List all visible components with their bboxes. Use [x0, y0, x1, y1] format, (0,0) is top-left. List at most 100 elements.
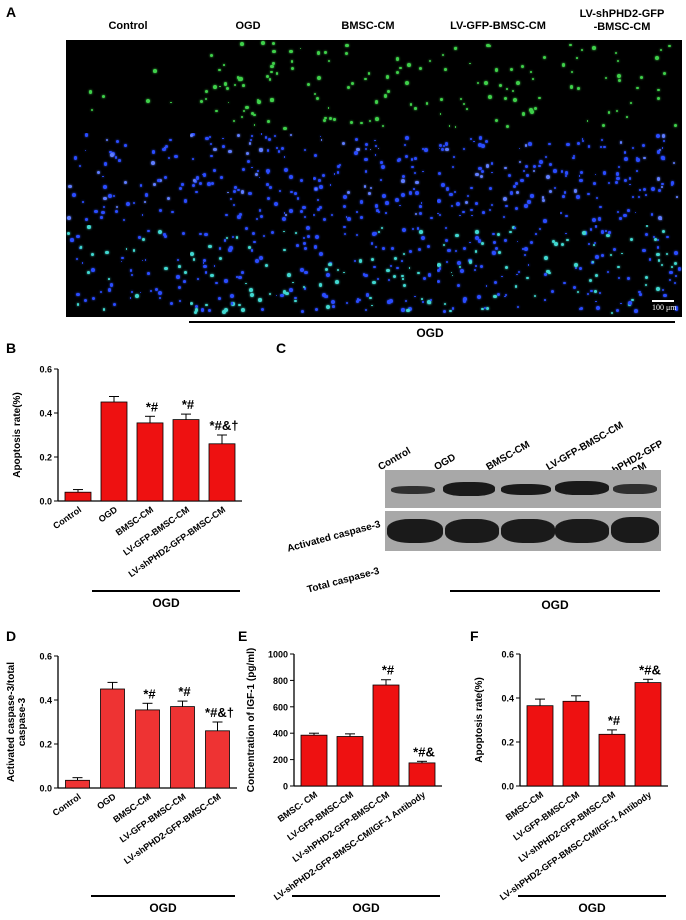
cell-nucleus	[411, 165, 414, 168]
cell-nucleus	[524, 204, 528, 208]
cell-nucleus	[227, 101, 230, 104]
cell-nucleus	[179, 300, 181, 302]
cell-nucleus	[266, 197, 270, 201]
cell-nucleus	[615, 172, 620, 176]
cell-nucleus	[76, 234, 80, 239]
cell-nucleus	[511, 226, 515, 230]
cell-nucleus	[560, 243, 564, 247]
cell-nucleus	[238, 303, 241, 307]
cell-nucleus	[444, 226, 447, 229]
cell-nucleus	[167, 157, 170, 160]
cell-nucleus	[304, 149, 307, 152]
cell-nucleus	[325, 304, 330, 309]
cell-nucleus	[182, 280, 186, 284]
cell-nucleus	[636, 157, 640, 162]
panel-letter-c: C	[276, 340, 287, 356]
cell-nucleus	[252, 231, 256, 235]
y-tick-label: 600	[273, 702, 288, 712]
cell-nucleus	[255, 259, 260, 264]
cell-nucleus	[538, 165, 541, 168]
cell-nucleus	[342, 141, 346, 146]
cell-nucleus	[578, 175, 581, 177]
cell-nucleus	[513, 184, 517, 189]
cell-nucleus	[195, 176, 200, 180]
cell-nucleus	[539, 159, 542, 162]
cell-nucleus	[209, 53, 214, 58]
cell-nucleus	[306, 225, 311, 230]
cell-nucleus	[656, 177, 661, 181]
cell-nucleus	[144, 201, 147, 203]
cell-nucleus	[389, 299, 394, 303]
cell-nucleus	[572, 285, 576, 289]
y-tick-label: 0.0	[39, 497, 52, 507]
y-tick-label: 0.2	[39, 740, 52, 750]
cell-nucleus	[289, 175, 293, 179]
cell-nucleus	[389, 264, 393, 268]
cell-nucleus	[657, 188, 662, 193]
cell-nucleus	[241, 270, 245, 274]
cell-nucleus	[639, 293, 643, 296]
cell-nucleus	[543, 56, 547, 60]
cell-nucleus	[402, 174, 406, 179]
bar	[65, 779, 90, 789]
cell-nucleus	[656, 96, 660, 101]
cell-nucleus	[371, 304, 373, 307]
micrograph-cell	[313, 40, 435, 131]
cell-nucleus	[531, 78, 534, 80]
cell-nucleus	[486, 164, 490, 168]
cell-nucleus	[100, 216, 103, 219]
cell-nucleus	[385, 201, 390, 205]
cell-nucleus	[630, 101, 633, 104]
cell-nucleus	[636, 170, 638, 172]
cell-nucleus	[618, 165, 621, 168]
cell-nucleus	[121, 256, 124, 260]
cell-nucleus	[325, 295, 329, 298]
cell-nucleus	[479, 264, 483, 268]
cell-nucleus	[655, 287, 660, 291]
cell-nucleus	[250, 249, 253, 252]
y-axis-label: caspase-3	[17, 697, 28, 746]
cell-nucleus	[419, 230, 423, 235]
cell-nucleus	[631, 298, 634, 302]
y-axis-label: Apoptosis rate(%)	[474, 677, 485, 763]
cell-nucleus	[376, 278, 379, 281]
cell-nucleus	[237, 77, 242, 81]
cell-nucleus	[626, 209, 630, 213]
cell-nucleus	[574, 263, 578, 267]
cell-nucleus	[274, 201, 279, 206]
cell-nucleus	[413, 157, 417, 161]
bar	[562, 700, 590, 787]
y-tick-label: 800	[273, 676, 288, 686]
cell-nucleus	[517, 270, 521, 274]
cell-nucleus	[560, 170, 564, 173]
significance-label: *#	[382, 663, 395, 678]
cell-nucleus	[617, 73, 622, 78]
cell-nucleus	[233, 83, 237, 87]
cell-nucleus	[363, 273, 366, 276]
cell-nucleus	[381, 164, 386, 169]
cell-nucleus	[210, 142, 213, 145]
cell-nucleus	[144, 193, 148, 197]
significance-label: *#	[146, 399, 159, 414]
cell-nucleus	[530, 70, 533, 73]
cell-nucleus	[488, 208, 491, 211]
cell-nucleus	[475, 202, 479, 205]
cell-nucleus	[656, 88, 660, 92]
cell-nucleus	[638, 196, 641, 199]
cell-nucleus	[420, 202, 423, 204]
cell-nucleus	[673, 123, 678, 128]
cell-nucleus	[223, 239, 226, 242]
cell-nucleus	[278, 190, 281, 192]
cell-nucleus	[202, 173, 207, 177]
cell-nucleus	[401, 308, 405, 312]
cell-nucleus	[484, 81, 489, 85]
wb-row-activated	[385, 470, 661, 508]
cell-nucleus	[329, 117, 332, 120]
cell-nucleus	[527, 200, 531, 204]
cell-nucleus	[189, 301, 193, 305]
cell-nucleus	[438, 147, 441, 150]
cell-nucleus	[662, 139, 665, 142]
cell-nucleus	[448, 125, 451, 127]
cell-nucleus	[364, 147, 368, 151]
cell-nucleus	[339, 163, 342, 166]
